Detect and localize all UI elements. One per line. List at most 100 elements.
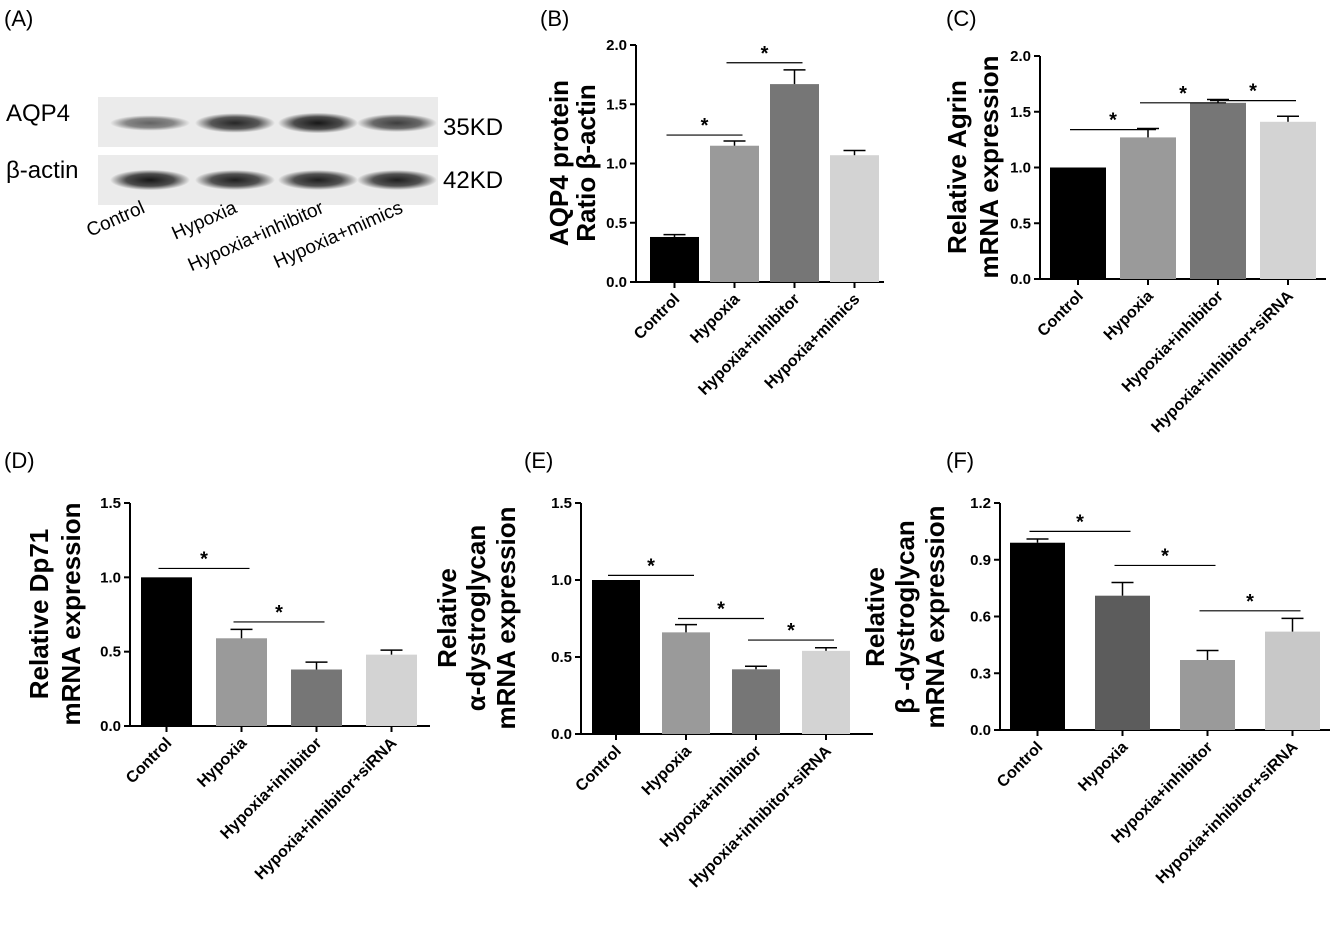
aqp4-band-4 (357, 114, 437, 132)
y-tick-label: 0.5 (100, 644, 121, 661)
aqp4-band-2 (195, 113, 275, 133)
y-axis-label: Relative Agrin (942, 80, 972, 254)
y-axis-label: mRNA expression (56, 503, 86, 726)
category-label: Control (994, 739, 1046, 791)
significance-star: * (647, 555, 655, 577)
significance-star: * (761, 43, 769, 65)
y-axis-label: mRNA expression (920, 506, 950, 729)
panel-letter: (B) (540, 6, 569, 31)
y-axis-label: Ratio β-actin (571, 84, 601, 241)
y-tick-label: 1.5 (1010, 104, 1031, 121)
category-label: Hypoxia (1075, 739, 1131, 795)
significance-star: * (1109, 110, 1117, 132)
significance-star: * (717, 599, 725, 621)
y-axis-label: β -dystroglycan (890, 520, 920, 714)
significance-star: * (275, 602, 283, 624)
panel-a: (A) AQP4 β-actin 35KD 42KD Control Hypox… (4, 6, 503, 276)
bar (802, 650, 850, 734)
actin-band-3 (278, 170, 358, 190)
panel-a-letter: (A) (4, 6, 33, 31)
significance-star: * (200, 548, 208, 570)
significance-star: * (1076, 511, 1084, 533)
y-tick-label: 1.0 (606, 156, 627, 173)
bar (732, 669, 780, 734)
bar (1120, 137, 1176, 279)
y-tick-label: 0.0 (100, 718, 121, 735)
y-tick-label: 1.0 (551, 572, 572, 589)
category-label: Hypoxia (194, 735, 250, 791)
y-tick-label: 0.6 (970, 609, 991, 626)
category-label: Hypoxia (687, 291, 743, 347)
significance-star: * (701, 115, 709, 137)
y-tick-label: 1.0 (100, 569, 121, 586)
category-label: Hypoxia+inhibitor (695, 291, 803, 399)
y-tick-label: 1.5 (100, 495, 121, 512)
bar (141, 577, 192, 726)
y-tick-label: 0.0 (970, 722, 991, 739)
chart-panel-5: (F) Relative β -dystroglycan mRNA expressio… (860, 448, 1330, 887)
significance-star: * (1246, 591, 1254, 613)
panel-letter: (D) (4, 448, 35, 473)
chart-panel-2: (C) Relative Agrin mRNA expression 0.0 0.5 1.… (942, 6, 1326, 436)
y-tick-label: 0.5 (606, 215, 627, 232)
category-label: Control (631, 291, 683, 343)
y-axis-label: Relative (860, 567, 890, 667)
bar (1010, 542, 1065, 730)
significance-star: * (1249, 81, 1257, 103)
category-label: Hypoxia+inhibitor+siRNA (1148, 287, 1297, 436)
y-tick-label: 1.2 (970, 495, 991, 512)
panel-letter: (E) (524, 448, 553, 473)
bar (592, 580, 640, 734)
bar (1050, 167, 1106, 279)
band-size-aqp4: 35KD (443, 114, 503, 141)
actin-band-1 (110, 169, 190, 191)
significance-star: * (1161, 545, 1169, 567)
y-tick-label: 1.5 (606, 96, 627, 113)
bar (366, 654, 417, 726)
bar (1265, 631, 1320, 730)
category-label: Hypoxia (1101, 288, 1157, 344)
y-tick-label: 0.0 (551, 726, 572, 743)
bar (1180, 660, 1235, 730)
bar (710, 145, 759, 282)
aqp4-bands (110, 112, 437, 134)
category-label: Hypoxia+inhibitor+siRNA (686, 742, 835, 891)
y-tick-label: 0.0 (606, 274, 627, 291)
category-label: Control (1035, 288, 1087, 340)
y-tick-label: 0.0 (1010, 271, 1031, 288)
y-tick-label: 0.5 (1010, 215, 1031, 232)
bar (291, 669, 342, 726)
y-axis-label: Relative (432, 568, 462, 668)
y-axis-label: mRNA expression (491, 507, 521, 730)
y-axis-label: mRNA expression (974, 56, 1004, 279)
category-label: Hypoxia (639, 743, 695, 799)
category-label: Hypoxia+inhibitor+siRNA (1153, 738, 1302, 887)
y-tick-label: 1.0 (1010, 160, 1031, 177)
y-tick-label: 2.0 (1010, 48, 1031, 65)
actin-band-2 (195, 170, 275, 190)
chart-panel-4: (E) Relative α-dystroglycan mRNA expression… (432, 448, 873, 891)
bar (1095, 595, 1150, 730)
y-axis-label: α-dystroglycan (461, 525, 491, 711)
bar (770, 84, 819, 282)
category-label: Control (123, 735, 175, 787)
bar (650, 236, 699, 282)
bar (1260, 121, 1316, 279)
y-axis-label: Relative Dp71 (24, 529, 54, 700)
band-label-actin: β-actin (6, 157, 79, 184)
bar (1190, 102, 1246, 279)
aqp4-band-1 (110, 115, 190, 131)
panel-letter: (F) (946, 448, 974, 473)
significance-star: * (787, 620, 795, 642)
bar (216, 638, 267, 726)
bar (662, 632, 710, 734)
chart-panel-3: (D) Relative Dp71 mRNA expression 0.0 0.5 1.0… (4, 448, 430, 883)
category-label: Hypoxia+inhibitor+siRNA (252, 734, 401, 883)
category-label: Control (573, 743, 625, 795)
bar (830, 155, 879, 282)
band-label-aqp4: AQP4 (6, 100, 70, 127)
aqp4-band-3 (278, 112, 358, 134)
y-axis-label: AQP4 protein (544, 80, 574, 246)
